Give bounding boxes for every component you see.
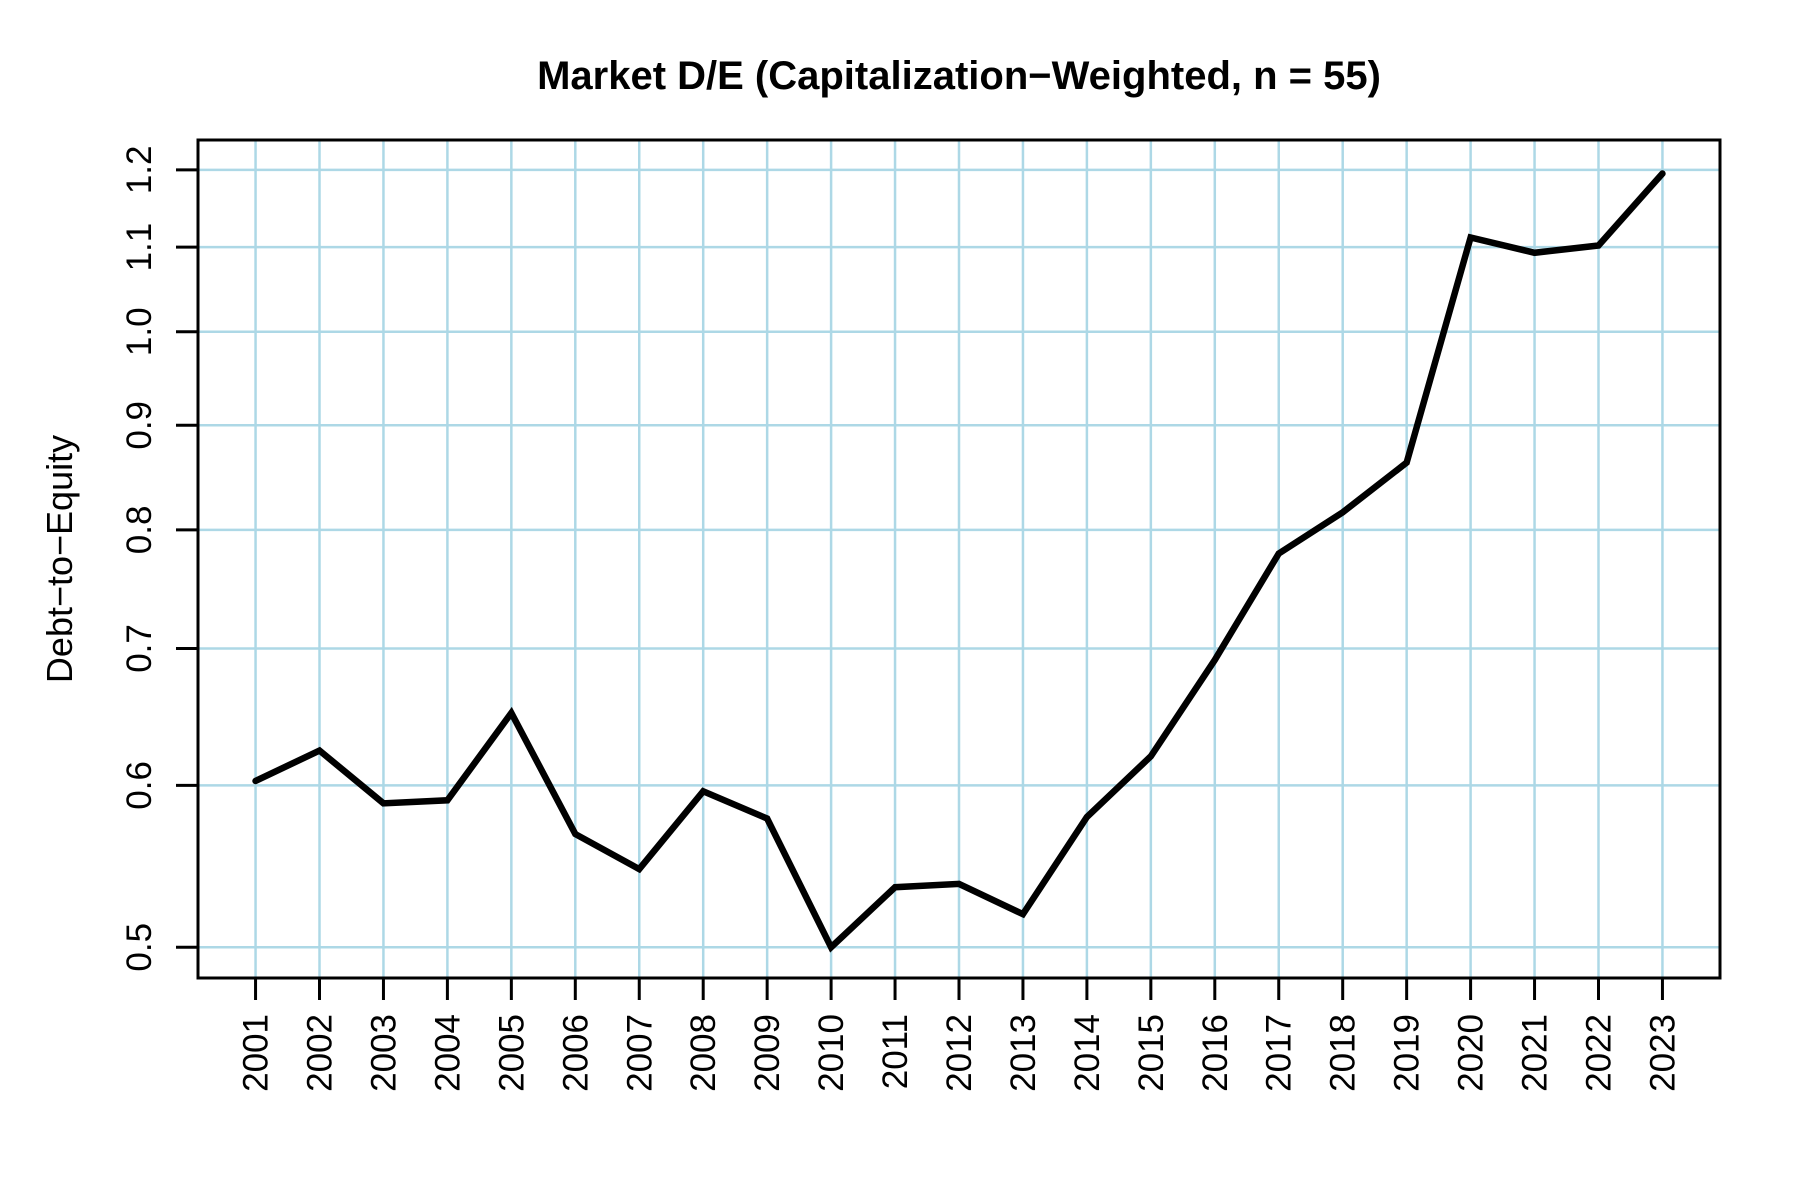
x-tick-label: 2006 [556,1014,595,1092]
x-tick-label: 2003 [364,1014,403,1092]
y-tick-label: 1.0 [120,307,159,356]
y-tick-label: 0.7 [120,624,159,673]
x-tick-label: 2010 [812,1014,851,1092]
x-tick-label: 2008 [684,1014,723,1092]
chart-title: Market D/E (Capitalization−Weighted, n =… [537,54,1381,98]
x-tick-label: 2013 [1004,1014,1043,1092]
x-tick-label: 2018 [1324,1014,1363,1092]
x-tick-label: 2005 [492,1014,531,1092]
y-tick-labels: 0.5 0.6 0.7 0.8 0.9 1.0 1.1 1.2 [120,146,159,972]
x-axis-ticks [254,978,1664,1000]
x-tick-label: 2021 [1516,1014,1555,1092]
x-tick-label: 2023 [1643,1014,1682,1092]
y-tick-label: 0.5 [120,923,159,972]
x-tick-label: 2001 [237,1014,276,1092]
gridlines [198,140,1720,978]
de-ratio-line [252,170,1666,953]
x-tick-label: 2012 [940,1014,979,1092]
x-tick-label: 2009 [748,1014,787,1092]
x-tick-label: 2007 [620,1014,659,1092]
x-tick-label: 2017 [1260,1014,1299,1092]
y-axis-label: Debt−to−Equity [39,435,80,683]
x-tick-label: 2004 [428,1014,467,1092]
x-tick-label: 2011 [876,1014,915,1089]
y-tick-label: 0.8 [120,506,159,555]
y-tick-label: 0.9 [120,401,159,450]
y-tick-label: 0.6 [120,761,159,810]
x-tick-label: 2016 [1196,1014,1235,1092]
x-tick-labels: 2001 2002 2003 2004 2005 2006 2007 2008 2009 2010… [237,1014,1683,1092]
x-tick-label: 2020 [1452,1014,1491,1092]
y-tick-label: 1.1 [120,223,159,272]
x-tick-label: 2022 [1579,1014,1618,1092]
x-tick-label: 2014 [1068,1014,1107,1092]
y-tick-label: 1.2 [120,146,159,195]
x-tick-label: 2019 [1388,1014,1427,1092]
y-axis-ticks [176,168,198,949]
x-tick-label: 2002 [301,1014,340,1092]
x-tick-label: 2015 [1132,1014,1171,1092]
